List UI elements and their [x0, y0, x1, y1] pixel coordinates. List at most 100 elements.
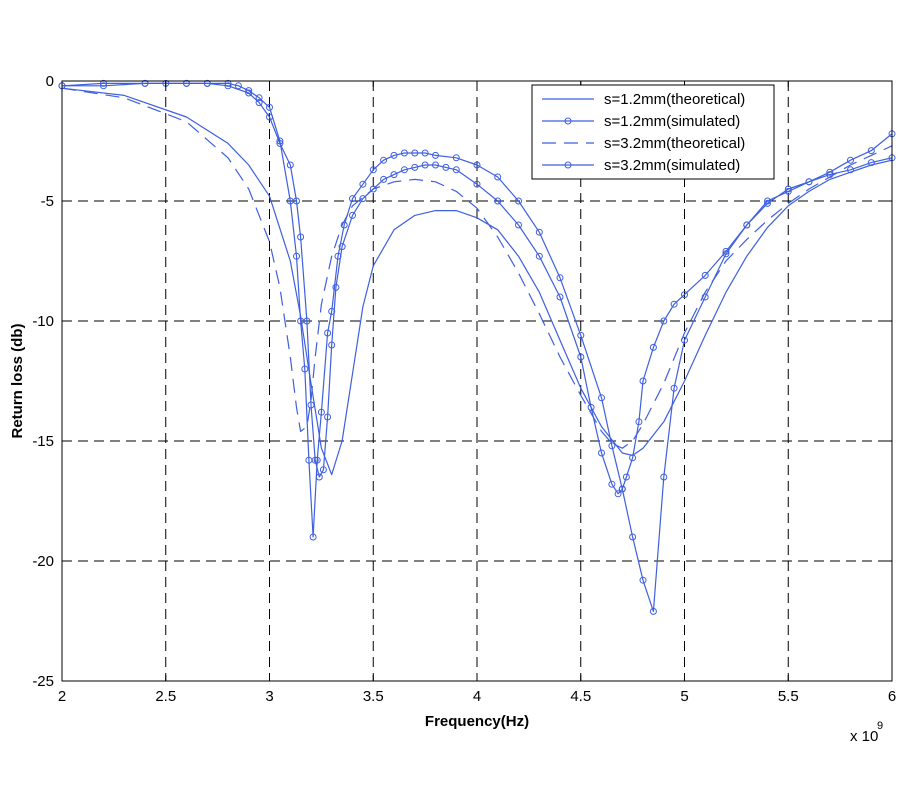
- data-point: [629, 454, 637, 462]
- series-line: [61, 87, 893, 449]
- data-point: [359, 195, 367, 203]
- series-group: [61, 87, 893, 476]
- y-tick-label: -15: [32, 433, 54, 450]
- data-point: [847, 156, 854, 164]
- data-point: [224, 79, 232, 87]
- data-point: [255, 94, 263, 102]
- data-point: [141, 79, 149, 87]
- data-point: [598, 449, 605, 457]
- series-group: [58, 79, 896, 615]
- data-point: [400, 149, 408, 157]
- data-point: [635, 418, 643, 426]
- x-tick-label: 5.5: [778, 688, 799, 705]
- data-point: [297, 317, 305, 325]
- series-layer: [58, 79, 896, 615]
- data-point: [309, 533, 317, 541]
- data-point: [598, 394, 605, 402]
- x-tick-label: 3.5: [363, 688, 384, 705]
- data-point: [556, 274, 564, 282]
- x-axis-multiplier: x 10: [850, 728, 878, 745]
- x-tick-label: 5: [680, 688, 688, 705]
- data-point: [452, 154, 460, 162]
- data-point: [234, 82, 242, 90]
- data-point: [494, 197, 502, 205]
- data-point: [411, 149, 419, 157]
- data-point: [421, 161, 429, 169]
- legend-label: s=1.2mm(simulated): [604, 113, 740, 130]
- x-tick-label: 3: [265, 688, 273, 705]
- y-axis-title: Return loss (db): [9, 323, 26, 438]
- data-point: [614, 490, 622, 498]
- y-tick-label: 0: [46, 73, 54, 90]
- data-point: [743, 221, 751, 229]
- data-point: [452, 166, 460, 174]
- data-point: [349, 211, 356, 219]
- data-point: [577, 353, 585, 361]
- data-point: [324, 329, 332, 337]
- data-point: [784, 187, 792, 195]
- data-point: [390, 151, 398, 159]
- legend-marker: [564, 117, 572, 125]
- data-point: [670, 300, 678, 308]
- data-point: [334, 252, 342, 260]
- data-point: [622, 473, 630, 481]
- data-point: [535, 228, 543, 236]
- data-point: [494, 173, 502, 181]
- data-point: [338, 243, 346, 251]
- data-point: [681, 336, 688, 344]
- data-point: [826, 168, 834, 176]
- data-point: [867, 147, 875, 155]
- data-point: [297, 233, 305, 241]
- data-point: [577, 331, 585, 339]
- data-point: [649, 343, 657, 351]
- data-point: [515, 221, 522, 229]
- data-point: [515, 197, 522, 205]
- data-point: [301, 365, 309, 373]
- data-point: [255, 99, 263, 107]
- data-point: [442, 163, 450, 171]
- data-point: [649, 607, 657, 615]
- data-point: [369, 166, 377, 174]
- data-point: [421, 149, 429, 157]
- data-point: [847, 166, 854, 174]
- data-point: [701, 271, 709, 279]
- data-point: [608, 442, 616, 450]
- data-point: [380, 175, 388, 183]
- x-axis-title: Frequency(Hz): [425, 713, 529, 730]
- data-point: [340, 221, 348, 229]
- series-line: [61, 87, 893, 476]
- data-point: [400, 166, 408, 174]
- y-tick-label: -20: [32, 553, 54, 570]
- legend: s=1.2mm(theoretical) s=1.2mm(simulated) s=…: [531, 84, 775, 180]
- data-point: [380, 156, 388, 164]
- data-point: [266, 103, 273, 111]
- x-axis-multiplier-exponent: 9: [877, 720, 883, 732]
- series-line: [61, 82, 893, 613]
- data-point: [681, 291, 688, 299]
- data-point: [670, 384, 678, 392]
- x-tick-label: 2.5: [155, 688, 176, 705]
- data-point: [639, 377, 647, 385]
- axis-ticks: 2 2.5 3 3.5 4 4.5 5 5.5 6 0 -5 -10 -15 -20 -25: [32, 73, 896, 705]
- legend-marker: [564, 161, 572, 169]
- data-point: [701, 293, 709, 301]
- data-point: [286, 197, 294, 205]
- data-point: [535, 252, 543, 260]
- data-point: [473, 180, 481, 188]
- data-point: [183, 79, 190, 87]
- data-point: [307, 401, 315, 409]
- data-point: [411, 163, 419, 171]
- data-point: [556, 293, 564, 301]
- data-point: [764, 197, 771, 205]
- data-point: [332, 283, 340, 291]
- data-point: [324, 413, 332, 421]
- y-tick-label: -25: [32, 673, 54, 690]
- data-point: [369, 185, 377, 193]
- data-point: [639, 576, 647, 584]
- data-point: [432, 151, 439, 159]
- data-point: [805, 178, 813, 186]
- data-point: [473, 161, 481, 169]
- x-tick-label: 6: [888, 688, 896, 705]
- series-line: [62, 82, 893, 495]
